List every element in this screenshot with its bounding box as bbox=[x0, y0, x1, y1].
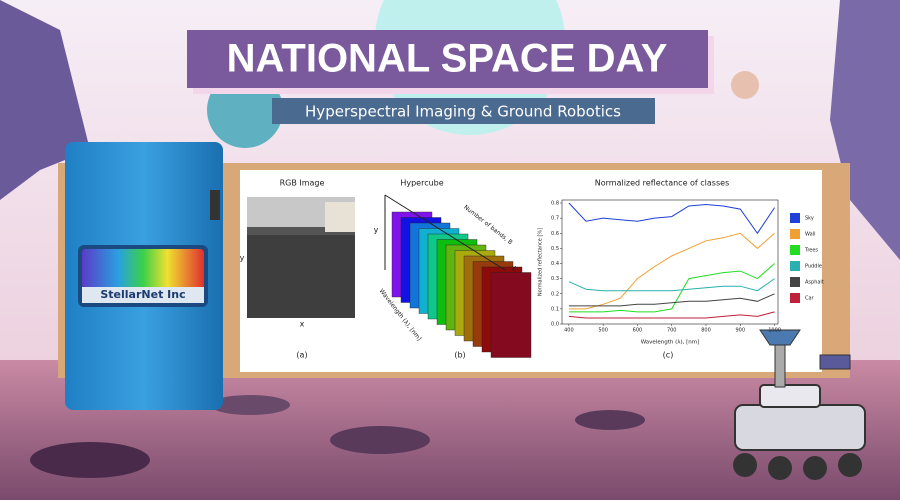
series-line bbox=[568, 202, 776, 235]
robot bbox=[733, 329, 866, 480]
panel-rgb: RGB Image x y (a) bbox=[240, 179, 355, 360]
axis-label: y bbox=[240, 254, 245, 263]
panel-title: RGB Image bbox=[280, 179, 325, 188]
legend-label: Wall bbox=[805, 232, 815, 238]
axis-label: x bbox=[300, 320, 305, 329]
legend-label: Sky bbox=[805, 216, 814, 222]
y-tick-label: 0.6 bbox=[551, 231, 559, 237]
x-tick-label: 1000 bbox=[768, 328, 781, 334]
legend-label: Trees bbox=[804, 248, 818, 254]
y-tick-label: 0.3 bbox=[551, 276, 559, 282]
series-line bbox=[568, 263, 775, 313]
y-tick-label: 0.1 bbox=[551, 306, 559, 312]
legend-swatch bbox=[790, 245, 800, 255]
title: NATIONAL SPACE DAY bbox=[227, 37, 668, 81]
x-tick-label: 400 bbox=[564, 328, 574, 334]
y-tick-label: 0.0 bbox=[551, 322, 559, 328]
panel-hypercube: Hypercube y x Number of bands, B Wavelen… bbox=[374, 179, 532, 360]
legend-swatch bbox=[790, 277, 800, 287]
axis-label: x bbox=[512, 264, 517, 273]
legend-label: Car bbox=[805, 296, 815, 302]
series-line bbox=[568, 278, 775, 292]
x-axis-label: Wavelength (λ), [nm] bbox=[641, 340, 700, 346]
legend-label: Puddle bbox=[805, 264, 822, 270]
legend-swatch bbox=[790, 213, 800, 223]
series-line bbox=[568, 293, 775, 307]
caption: (b) bbox=[454, 351, 465, 360]
y-tick-label: 0.8 bbox=[551, 201, 559, 207]
x-tick-label: 900 bbox=[736, 328, 746, 334]
y-tick-label: 0.5 bbox=[551, 246, 559, 252]
chart-title: Normalized reflectance of classes bbox=[595, 179, 729, 188]
series-line bbox=[568, 311, 775, 319]
legend-label: Asphalt bbox=[805, 280, 824, 286]
plot-frame bbox=[561, 199, 779, 325]
subtitle: Hyperspectral Imaging & Ground Robotics bbox=[305, 103, 621, 121]
subtitle-box bbox=[272, 98, 655, 124]
x-tick-label: 600 bbox=[633, 328, 643, 334]
caption: (a) bbox=[296, 351, 307, 360]
spectrometer: StellarNet Inc bbox=[65, 142, 223, 410]
y-tick-label: 0.2 bbox=[551, 291, 559, 297]
y-tick-label: 0.4 bbox=[551, 261, 559, 267]
panel-title: Hypercube bbox=[400, 179, 443, 188]
legend-swatch bbox=[790, 293, 800, 303]
y-tick-label: 0.7 bbox=[551, 216, 559, 222]
band-layer bbox=[490, 272, 532, 358]
series-line bbox=[568, 232, 775, 310]
reflectance-chart: Normalized reflectance of classes Wavele… bbox=[538, 179, 824, 360]
title-box bbox=[187, 30, 708, 88]
axis-label: y bbox=[374, 226, 379, 235]
y-axis-label: Normalized reflectance [%] bbox=[538, 228, 544, 296]
caption: (c) bbox=[663, 351, 674, 360]
x-tick-label: 800 bbox=[701, 328, 711, 334]
legend-swatch bbox=[790, 261, 800, 271]
device-brand: StellarNet Inc bbox=[100, 288, 185, 301]
legend-swatch bbox=[790, 229, 800, 239]
x-tick-label: 700 bbox=[667, 328, 677, 334]
x-tick-label: 500 bbox=[598, 328, 608, 334]
